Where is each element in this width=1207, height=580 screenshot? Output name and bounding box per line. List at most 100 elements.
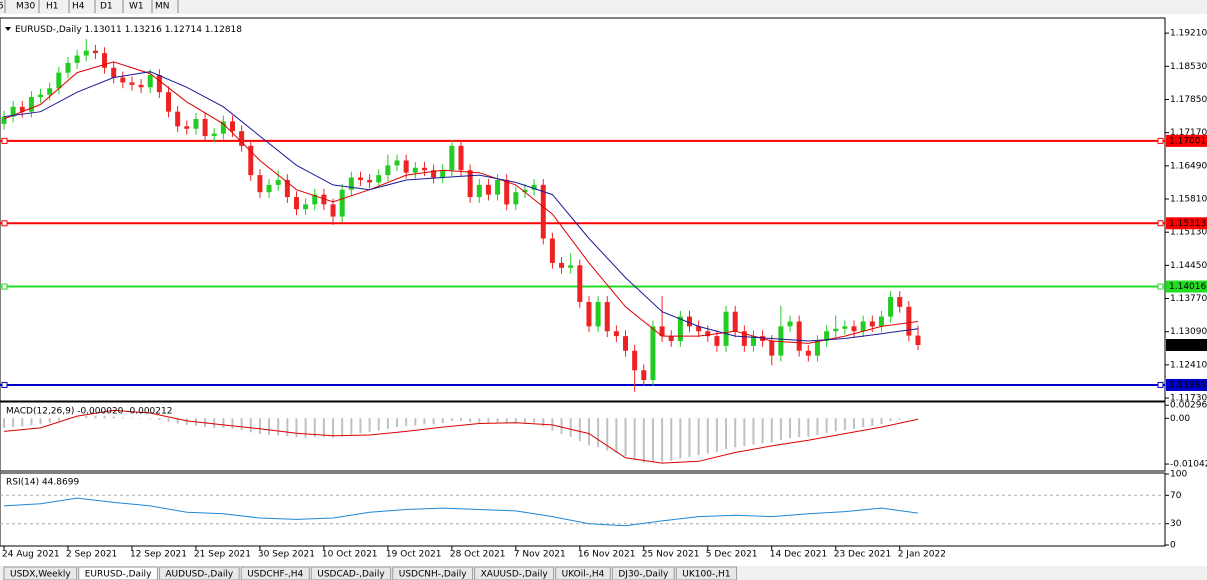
candle-body: [668, 336, 674, 341]
tab[interactable]: [611, 566, 675, 580]
tab-label[interactable]: USDX,Weekly: [10, 570, 71, 580]
tab[interactable]: [3, 566, 78, 580]
level-tag: [1166, 280, 1207, 293]
tab[interactable]: [78, 566, 158, 580]
macd-bar: [332, 418, 335, 438]
y-tick-label: 1.17170: [1170, 128, 1207, 138]
tab[interactable]: [240, 566, 310, 580]
macd-bar: [615, 418, 618, 453]
tab-label[interactable]: USDCAD-,Daily: [317, 570, 385, 580]
y-tick-label: 1.13090: [1170, 327, 1207, 337]
macd-bar: [414, 418, 417, 426]
candle-body: [431, 170, 437, 178]
macd-bar: [917, 418, 919, 419]
level-tag: [1166, 134, 1207, 147]
level-tag: [1166, 378, 1207, 391]
macd-bar: [158, 418, 161, 421]
candle-body: [577, 265, 583, 302]
candle-body: [421, 167, 427, 171]
candle-body: [284, 179, 290, 198]
tab[interactable]: [158, 566, 240, 580]
candle-body: [458, 145, 464, 171]
macd-bar: [624, 418, 627, 457]
candle-body: [513, 192, 519, 205]
candle-body: [147, 75, 153, 88]
header-arrow: [5, 27, 11, 31]
y-tick-label: 1.11730: [1170, 394, 1207, 404]
macd-bar: [606, 418, 609, 451]
candle-body: [83, 50, 89, 56]
macd-bar: [843, 418, 846, 431]
candle-body: [266, 184, 272, 193]
tab-label[interactable]: UK100-,H1: [682, 570, 730, 580]
macd-bar: [21, 418, 24, 427]
tab-label[interactable]: UKOil-,H4: [562, 570, 605, 580]
macd-bar: [377, 418, 380, 431]
candle-body: [595, 301, 601, 327]
x-tick-label: 14 Dec 2021: [770, 550, 828, 560]
candle-body: [778, 326, 784, 356]
macd-bar: [176, 418, 179, 424]
candle-body: [878, 316, 884, 327]
candle-body: [623, 336, 629, 351]
timeframe-button[interactable]: MN: [155, 2, 170, 12]
macd-bar: [48, 418, 51, 423]
candle-body: [641, 370, 647, 381]
candle-body: [412, 167, 418, 173]
tab-label[interactable]: EURUSD-,Daily: [85, 570, 152, 580]
candle-body: [632, 350, 638, 371]
macd-bar: [889, 418, 892, 422]
tab[interactable]: [310, 566, 392, 580]
tab-label[interactable]: DJ30-,Daily: [618, 570, 669, 580]
candle-body: [677, 316, 683, 341]
macd-bar: [304, 418, 307, 438]
candle-body: [230, 121, 235, 132]
macd-bar: [295, 418, 298, 438]
tab[interactable]: [474, 566, 555, 580]
macd-bar: [752, 418, 755, 445]
candle-body: [248, 145, 254, 176]
candle-body: [741, 331, 747, 346]
macd-bar: [268, 418, 271, 435]
macd-panel: [0, 401, 1166, 472]
tab-label[interactable]: XAUUSD-,Daily: [481, 570, 549, 580]
tab[interactable]: [675, 566, 738, 580]
x-tick-label: 24 Aug 2021: [2, 550, 60, 560]
tab[interactable]: [555, 566, 611, 580]
macd-bar: [834, 418, 837, 432]
candle-body: [659, 326, 665, 337]
candle-body: [842, 326, 848, 329]
candle-body: [540, 184, 546, 239]
macd-bar: [542, 418, 545, 427]
level-tag-label: 1.17001: [1169, 136, 1206, 146]
candle-body: [92, 50, 98, 54]
macd-bar: [103, 416, 106, 419]
tab-label[interactable]: USDCNH-,Daily: [399, 570, 468, 580]
timeframe-button[interactable]: H4: [72, 2, 85, 12]
tab-label[interactable]: AUDUSD-,Daily: [165, 570, 233, 580]
timeframe-button[interactable]: W1: [129, 2, 144, 12]
candle-body: [897, 297, 903, 307]
candle-body: [586, 301, 592, 327]
macd-bar: [853, 418, 856, 429]
macd-bar: [569, 418, 572, 437]
y-tick-label: 1.19210: [1170, 29, 1207, 39]
candle-body: [321, 194, 327, 205]
timeframe-button[interactable]: D1: [100, 2, 113, 12]
candle-body: [175, 111, 181, 127]
macd-bar: [368, 418, 371, 432]
tab-label[interactable]: USDCHF-,H4: [247, 570, 303, 580]
moving-average: [3, 61, 919, 344]
macd-bar: [313, 418, 316, 438]
timeframe-button[interactable]: H1: [46, 2, 59, 12]
macd-bar: [697, 418, 700, 456]
y-tick-label: 1.12410: [1170, 360, 1207, 370]
candle-body: [851, 326, 857, 332]
macd-bar: [789, 418, 792, 439]
tab[interactable]: [392, 566, 474, 580]
macd-bar: [405, 418, 408, 427]
timeframe-button[interactable]: 5: [0, 2, 4, 12]
timeframe-button[interactable]: M30: [16, 2, 35, 12]
toolbar-bg: [0, 0, 1207, 14]
macd-bar: [432, 418, 435, 424]
